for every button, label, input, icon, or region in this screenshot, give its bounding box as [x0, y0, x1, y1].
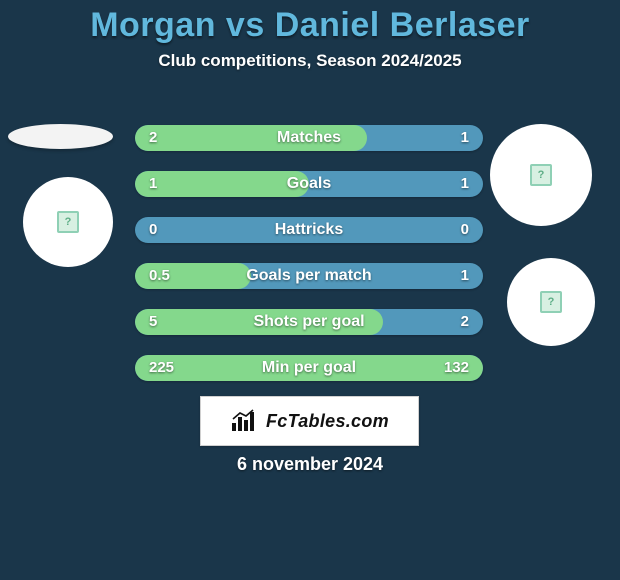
right-team-badge — [490, 124, 592, 226]
stat-right-value: 0 — [461, 217, 469, 243]
placeholder-icon — [530, 164, 552, 186]
stat-row: 2Matches1 — [135, 125, 483, 151]
placeholder-icon — [540, 291, 562, 313]
stat-label: Goals — [135, 171, 483, 197]
right-player-avatar — [507, 258, 595, 346]
stat-right-value: 132 — [444, 355, 469, 381]
page-subtitle: Club competitions, Season 2024/2025 — [0, 51, 620, 71]
stat-label: Shots per goal — [135, 309, 483, 335]
stat-row: 225Min per goal132 — [135, 355, 483, 381]
left-player-avatar — [23, 177, 113, 267]
stat-label: Hattricks — [135, 217, 483, 243]
stat-label: Matches — [135, 125, 483, 151]
stat-row: 0Hattricks0 — [135, 217, 483, 243]
stat-row: 5Shots per goal2 — [135, 309, 483, 335]
footer-date: 6 november 2024 — [0, 454, 620, 475]
comparison-bars: 2Matches11Goals10Hattricks00.5Goals per … — [135, 125, 483, 401]
stat-right-value: 2 — [461, 309, 469, 335]
stat-right-value: 1 — [461, 125, 469, 151]
stat-label: Min per goal — [135, 355, 483, 381]
stat-right-value: 1 — [461, 171, 469, 197]
logo-text: FcTables.com — [266, 411, 389, 432]
stat-row: 1Goals1 — [135, 171, 483, 197]
page-title: Morgan vs Daniel Berlaser — [0, 0, 620, 45]
stat-row: 0.5Goals per match1 — [135, 263, 483, 289]
stat-right-value: 1 — [461, 263, 469, 289]
stat-label: Goals per match — [135, 263, 483, 289]
placeholder-icon — [57, 211, 79, 233]
decorative-ellipse — [8, 124, 113, 149]
logo-box[interactable]: FcTables.com — [200, 396, 419, 446]
logo-bars-icon — [230, 409, 260, 433]
